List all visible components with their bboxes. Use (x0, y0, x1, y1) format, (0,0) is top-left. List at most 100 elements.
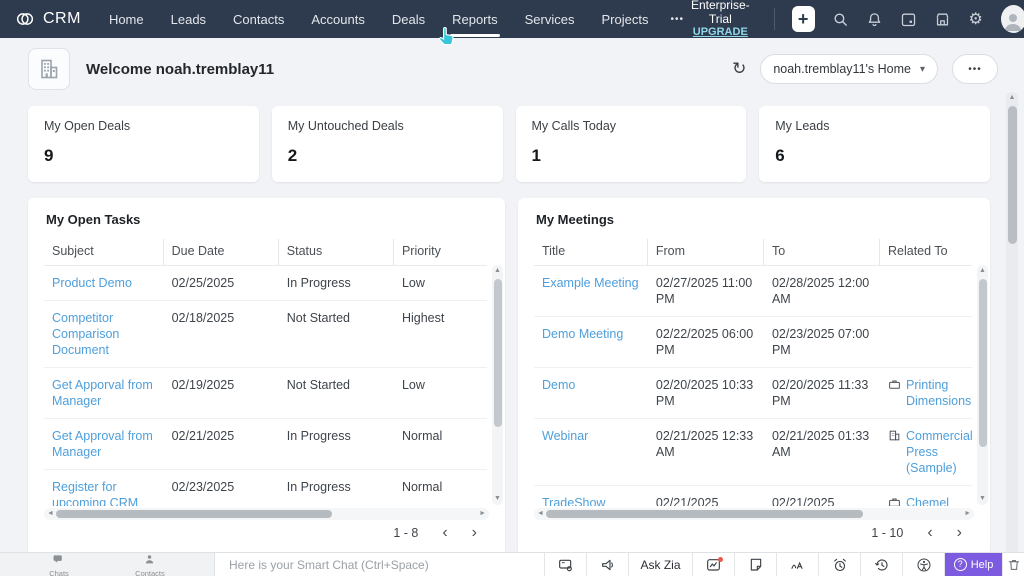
trash-bin-icon[interactable] (1002, 553, 1024, 576)
task-subject-link[interactable]: Product Demo (52, 276, 132, 290)
horizontal-scrollbar[interactable]: ◄ ► (534, 508, 974, 520)
meeting-title-link[interactable]: TradeShow (542, 496, 606, 506)
kpi-calls-today[interactable]: My Calls Today 1 (515, 106, 747, 182)
contacts-tab[interactable]: Contacts (135, 552, 165, 576)
user-avatar[interactable] (1000, 5, 1024, 33)
history-icon[interactable] (860, 553, 902, 576)
page-scrollbar[interactable]: ▲ (1006, 92, 1018, 572)
task-subject-link[interactable]: Register for upcoming CRM Webinars (52, 480, 139, 506)
nav-item-services[interactable]: Services (524, 11, 575, 27)
smart-chat-input[interactable] (215, 553, 544, 576)
upgrade-link[interactable]: UPGRADE (692, 26, 748, 39)
help-button[interactable]: ? Help (944, 553, 1002, 576)
top-navbar: CRM Home Leads Contacts Accounts Deals R… (0, 0, 1024, 46)
table-row: TradeShow 02/21/2025 02/21/2025 Chemel (534, 486, 972, 506)
kpi-my-leads[interactable]: My Leads 6 (759, 106, 990, 182)
nav-item-leads[interactable]: Leads (170, 11, 207, 27)
marketplace-icon[interactable] (934, 10, 951, 28)
home-view-selector[interactable]: noah.tremblay11's Home ▾ (760, 54, 938, 84)
quick-create-button[interactable]: + (791, 6, 815, 32)
nav-overflow-ellipsis-icon[interactable]: ••• (670, 13, 684, 25)
scroll-left-icon[interactable]: ◄ (537, 510, 544, 517)
scroll-down-icon[interactable]: ▼ (494, 495, 501, 502)
related-record-link[interactable]: Printing Dimensions (906, 378, 972, 408)
kpi-label: My Untouched Deals (287, 119, 404, 133)
notifications-bell-icon[interactable] (866, 10, 883, 28)
meetings-pagination: 1 - 10 ‹ › (534, 520, 988, 541)
brand-name: CRM (43, 10, 81, 27)
announcements-megaphone-icon[interactable] (586, 553, 628, 576)
welcome-actions: ↻ noah.tremblay11's Home ▾ ••• (732, 54, 998, 84)
scrollbar-thumb[interactable] (546, 510, 863, 518)
page-range: 1 - 8 (393, 526, 419, 540)
related-record-link[interactable]: Chemel (906, 496, 950, 506)
scroll-down-icon[interactable]: ▼ (979, 495, 986, 502)
chevron-down-icon: ▾ (919, 63, 925, 75)
refresh-icon[interactable]: ↻ (732, 59, 747, 78)
task-subject-link[interactable]: Competitor Comparison Document (52, 311, 120, 357)
tasks-pagination: 1 - 8 ‹ › (44, 520, 503, 541)
nav-item-deals[interactable]: Deals (391, 11, 426, 27)
scrollbar-thumb[interactable] (978, 279, 987, 447)
next-page-chevron-icon[interactable]: › (956, 524, 962, 541)
meeting-title-link[interactable]: Webinar (542, 429, 589, 443)
deal-briefcase-icon (888, 496, 901, 506)
zia-insights-icon[interactable] (692, 553, 734, 576)
reminders-alarm-icon[interactable] (818, 553, 860, 576)
scroll-left-icon[interactable]: ◄ (47, 510, 54, 517)
zia-notebook-icon[interactable] (776, 553, 818, 576)
kpi-untouched-deals[interactable]: My Untouched Deals 2 (271, 106, 503, 182)
nav-item-home[interactable]: Home (108, 11, 144, 27)
meeting-title-link[interactable]: Demo Meeting (542, 327, 624, 341)
accessibility-icon[interactable] (902, 553, 944, 576)
trial-upgrade[interactable]: Enterprise-Trial UPGRADE (684, 0, 757, 39)
horizontal-scrollbar[interactable]: ◄ ► (44, 508, 489, 520)
toolbar-icons: Ask Zia ? Help (544, 553, 1024, 576)
kpi-value: 9 (44, 146, 54, 165)
chats-label: Chats (49, 568, 69, 576)
table-header: Title From To Related To (534, 239, 972, 266)
crm-logo[interactable]: CRM (14, 8, 81, 30)
scrollbar-thumb[interactable] (1007, 106, 1017, 244)
prev-page-chevron-icon[interactable]: ‹ (927, 524, 933, 541)
ask-zia-button[interactable]: Ask Zia (628, 553, 692, 576)
more-options-button[interactable]: ••• (952, 54, 998, 84)
nav-item-reports[interactable]: Reports (450, 2, 500, 37)
contacts-label: Contacts (135, 568, 165, 576)
meeting-title-link[interactable]: Example Meeting (542, 276, 639, 290)
search-icon[interactable] (832, 10, 849, 28)
task-subject-link[interactable]: Get Approval from Manager (52, 429, 153, 459)
settings-gear-icon[interactable]: ⚙ (968, 11, 983, 28)
vertical-scrollbar[interactable]: ▲ ▼ (977, 265, 988, 505)
next-page-chevron-icon[interactable]: › (471, 524, 477, 541)
related-record-link[interactable]: Commercial Press (Sample) (906, 429, 972, 475)
nav-item-projects[interactable]: Projects (601, 11, 649, 27)
question-mark-icon: ? (953, 558, 967, 571)
chats-tab[interactable]: Chats (49, 552, 69, 576)
scroll-right-icon[interactable]: ► (964, 510, 971, 517)
deal-briefcase-icon (888, 378, 901, 395)
open-tasks-panel: My Open Tasks Subject Due Date Status Pr… (28, 198, 505, 556)
meeting-title-link[interactable]: Demo (542, 378, 576, 392)
scroll-up-icon[interactable]: ▲ (494, 267, 501, 274)
scrollbar-thumb[interactable] (56, 510, 332, 518)
company-building-icon (28, 48, 70, 90)
scroll-up-icon[interactable]: ▲ (1008, 94, 1016, 101)
nav-item-accounts[interactable]: Accounts (311, 11, 365, 27)
sticky-note-icon[interactable] (734, 553, 776, 576)
task-subject-link[interactable]: Get Apporval from Manager (52, 378, 153, 408)
calendar-icon[interactable] (900, 10, 917, 28)
kpi-open-deals[interactable]: My Open Deals 9 (28, 106, 259, 182)
scroll-right-icon[interactable]: ► (479, 510, 486, 517)
chat-bubble-icon (53, 552, 64, 570)
prev-page-chevron-icon[interactable]: ‹ (442, 524, 448, 541)
kpi-value: 2 (287, 146, 298, 165)
page-title: Welcome noah.tremblay11 (86, 60, 275, 78)
scroll-up-icon[interactable]: ▲ (979, 267, 986, 274)
screen-share-icon[interactable] (544, 553, 586, 576)
vertical-scrollbar[interactable]: ▲ ▼ (492, 265, 503, 505)
nav-item-contacts[interactable]: Contacts (233, 11, 285, 27)
table-body: Example Meeting 02/27/2025 11:00 PM 02/2… (534, 266, 972, 506)
scrollbar-thumb[interactable] (493, 279, 502, 427)
